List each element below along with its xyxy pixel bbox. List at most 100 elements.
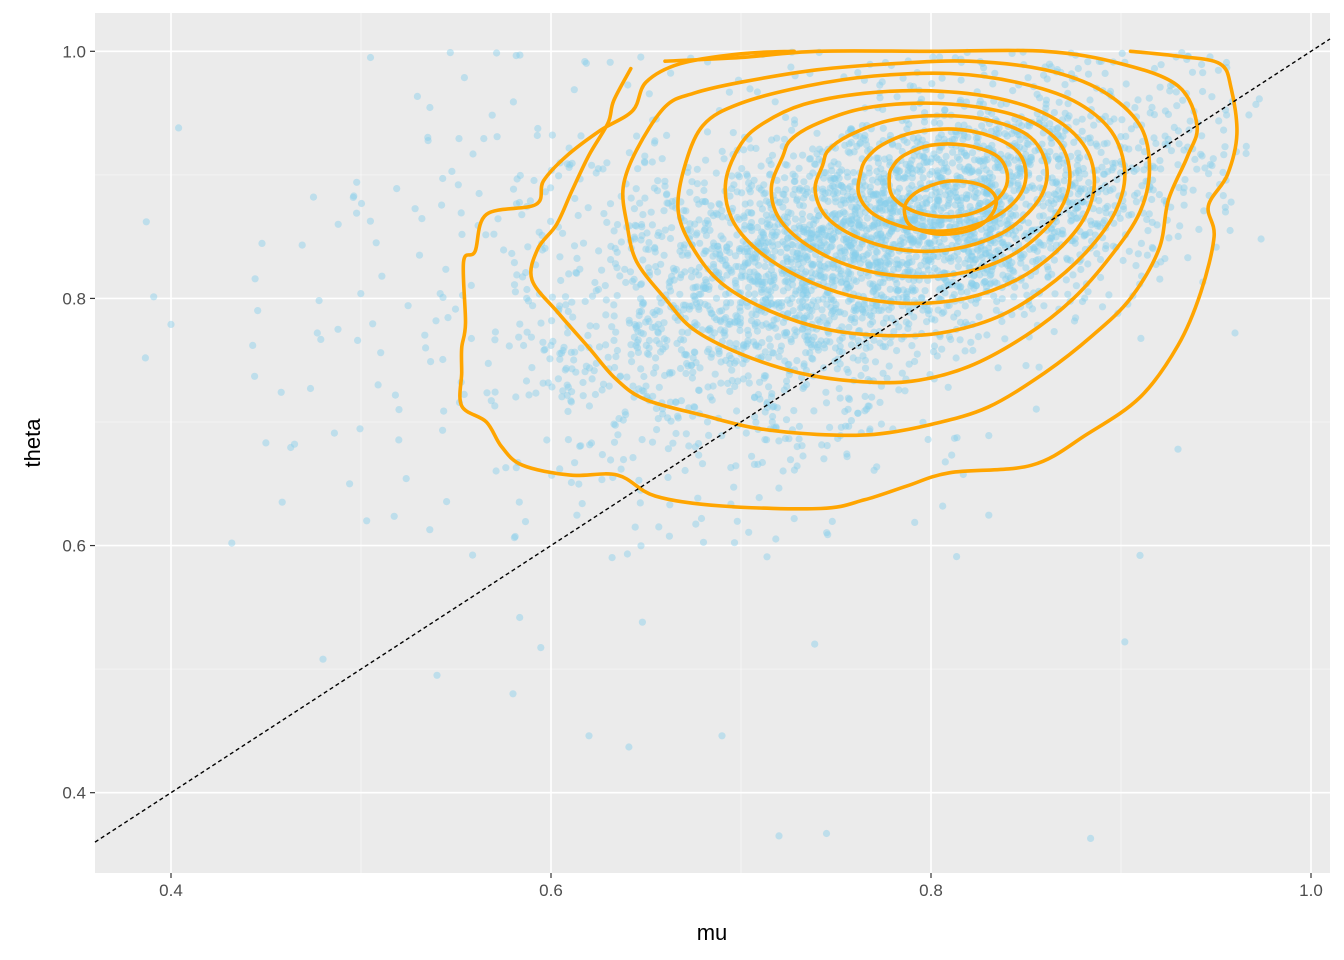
data-point: [855, 253, 863, 261]
data-point: [592, 287, 600, 295]
data-point: [653, 426, 661, 434]
data-point: [843, 450, 851, 458]
data-point: [1221, 203, 1229, 211]
data-point: [705, 345, 713, 353]
data-point: [902, 160, 910, 168]
data-point: [415, 251, 424, 259]
data-point: [1033, 247, 1041, 255]
data-point: [1133, 189, 1141, 197]
data-point: [1143, 215, 1151, 223]
data-point: [611, 363, 619, 372]
data-point: [766, 277, 774, 285]
data-point: [744, 326, 752, 334]
data-point: [1174, 445, 1182, 453]
data-point: [652, 336, 661, 345]
data-point: [747, 209, 755, 217]
data-point: [1001, 335, 1009, 343]
data-point: [1024, 140, 1032, 149]
data-point: [1102, 204, 1110, 212]
data-point: [660, 335, 669, 343]
data-point: [691, 296, 699, 304]
data-point: [757, 278, 765, 286]
data-point: [1098, 303, 1107, 311]
data-point: [818, 148, 826, 156]
data-point: [262, 439, 270, 447]
data-point: [953, 182, 961, 191]
data-point: [1006, 153, 1015, 161]
data-point: [816, 266, 824, 274]
data-point: [771, 324, 780, 332]
data-point: [760, 234, 768, 242]
data-point: [820, 279, 828, 287]
data-point: [988, 174, 997, 182]
data-point: [564, 436, 573, 444]
data-point: [698, 198, 707, 206]
data-point: [965, 191, 973, 199]
data-point: [726, 360, 734, 368]
data-point: [1181, 176, 1189, 184]
data-point: [1080, 232, 1088, 240]
data-point: [1015, 119, 1023, 127]
data-point: [702, 231, 711, 239]
data-point: [744, 259, 752, 267]
data-point: [903, 260, 911, 268]
data-point: [916, 232, 924, 240]
data-point: [569, 313, 577, 321]
data-point: [819, 313, 827, 321]
data-point: [614, 431, 622, 439]
data-point: [927, 158, 935, 166]
data-point: [844, 368, 852, 376]
data-point: [767, 266, 776, 274]
data-point: [785, 360, 793, 368]
data-point: [963, 194, 971, 202]
data-point: [834, 160, 842, 168]
data-point: [940, 167, 948, 175]
data-point: [890, 328, 898, 336]
data-point: [784, 284, 792, 292]
data-point: [1078, 115, 1086, 123]
data-point: [876, 398, 884, 406]
data-point: [986, 272, 994, 280]
data-point: [707, 202, 715, 210]
data-point: [641, 152, 649, 160]
data-point: [510, 259, 518, 267]
data-point: [872, 206, 880, 214]
data-point: [809, 260, 817, 268]
data-point: [696, 364, 704, 372]
data-point: [868, 222, 877, 230]
data-point: [767, 277, 775, 285]
data-point: [599, 380, 608, 388]
data-point: [731, 318, 739, 327]
data-point: [619, 416, 627, 424]
data-point: [651, 311, 659, 319]
data-point: [772, 535, 780, 543]
data-point: [1221, 208, 1230, 216]
data-point: [747, 219, 756, 227]
data-point: [769, 242, 777, 250]
data-point: [852, 203, 860, 211]
data-point: [770, 273, 778, 282]
data-point: [1006, 194, 1014, 202]
data-point: [926, 255, 935, 263]
data-point: [847, 242, 855, 250]
data-point: [630, 205, 639, 213]
data-point: [512, 464, 520, 472]
data-point: [571, 348, 579, 356]
data-point: [700, 186, 708, 195]
data-point: [726, 320, 734, 328]
data-point: [674, 414, 682, 422]
data-point: [774, 186, 782, 194]
data-point: [944, 383, 952, 391]
data-point: [1026, 161, 1034, 169]
data-point: [1137, 334, 1145, 342]
data-point: [433, 671, 441, 679]
data-point: [969, 280, 977, 289]
data-point: [1063, 256, 1072, 264]
data-point: [1037, 241, 1045, 249]
data-point: [935, 197, 943, 205]
data-point: [690, 403, 698, 411]
data-point: [1198, 152, 1206, 160]
data-point: [837, 181, 845, 189]
data-point: [861, 131, 869, 139]
data-point: [867, 190, 875, 198]
